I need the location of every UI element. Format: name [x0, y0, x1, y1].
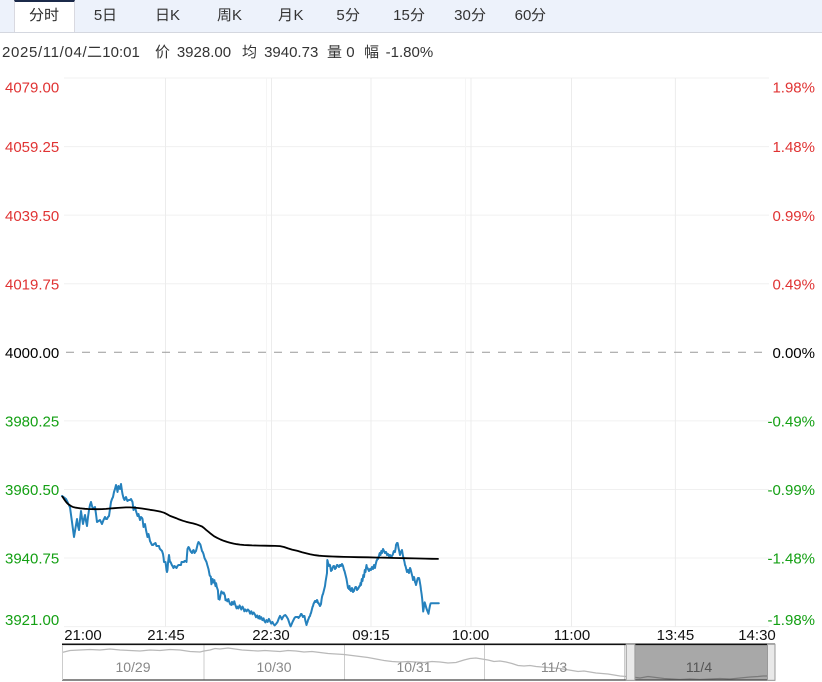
svg-text:3960.50: 3960.50	[5, 482, 59, 499]
svg-text:-0.99%: -0.99%	[767, 482, 815, 499]
svg-text:-1.48%: -1.48%	[767, 551, 815, 568]
svg-text:3940.75: 3940.75	[5, 551, 59, 568]
svg-text:1.48%: 1.48%	[772, 139, 815, 156]
svg-text:09:15: 09:15	[352, 627, 390, 644]
svg-text:22:30: 22:30	[252, 627, 290, 644]
svg-text:10:00: 10:00	[452, 627, 490, 644]
svg-text:10/29: 10/29	[115, 659, 150, 675]
svg-text:0.99%: 0.99%	[772, 208, 815, 225]
svg-text:-0.49%: -0.49%	[767, 414, 815, 431]
svg-text:3921.00: 3921.00	[5, 612, 59, 629]
svg-text:11/4: 11/4	[686, 659, 712, 675]
svg-text:13:45: 13:45	[657, 627, 695, 644]
svg-text:10/30: 10/30	[256, 659, 291, 675]
svg-text:4059.25: 4059.25	[5, 139, 59, 156]
svg-text:4039.50: 4039.50	[5, 208, 59, 225]
svg-text:21:00: 21:00	[64, 627, 102, 644]
svg-text:14:30: 14:30	[738, 627, 776, 644]
svg-text:21:45: 21:45	[147, 627, 185, 644]
svg-text:10/31: 10/31	[396, 659, 431, 675]
svg-text:-1.98%: -1.98%	[767, 612, 815, 629]
svg-text:3980.25: 3980.25	[5, 414, 59, 431]
svg-text:11/3: 11/3	[541, 659, 567, 675]
svg-text:1.98%: 1.98%	[772, 80, 815, 97]
svg-text:4000.00: 4000.00	[5, 345, 59, 362]
svg-text:0.49%: 0.49%	[772, 276, 815, 293]
svg-text:11:00: 11:00	[554, 627, 590, 644]
svg-text:4019.75: 4019.75	[5, 276, 59, 293]
svg-text:0.00%: 0.00%	[772, 345, 815, 362]
svg-text:4079.00: 4079.00	[5, 80, 59, 97]
